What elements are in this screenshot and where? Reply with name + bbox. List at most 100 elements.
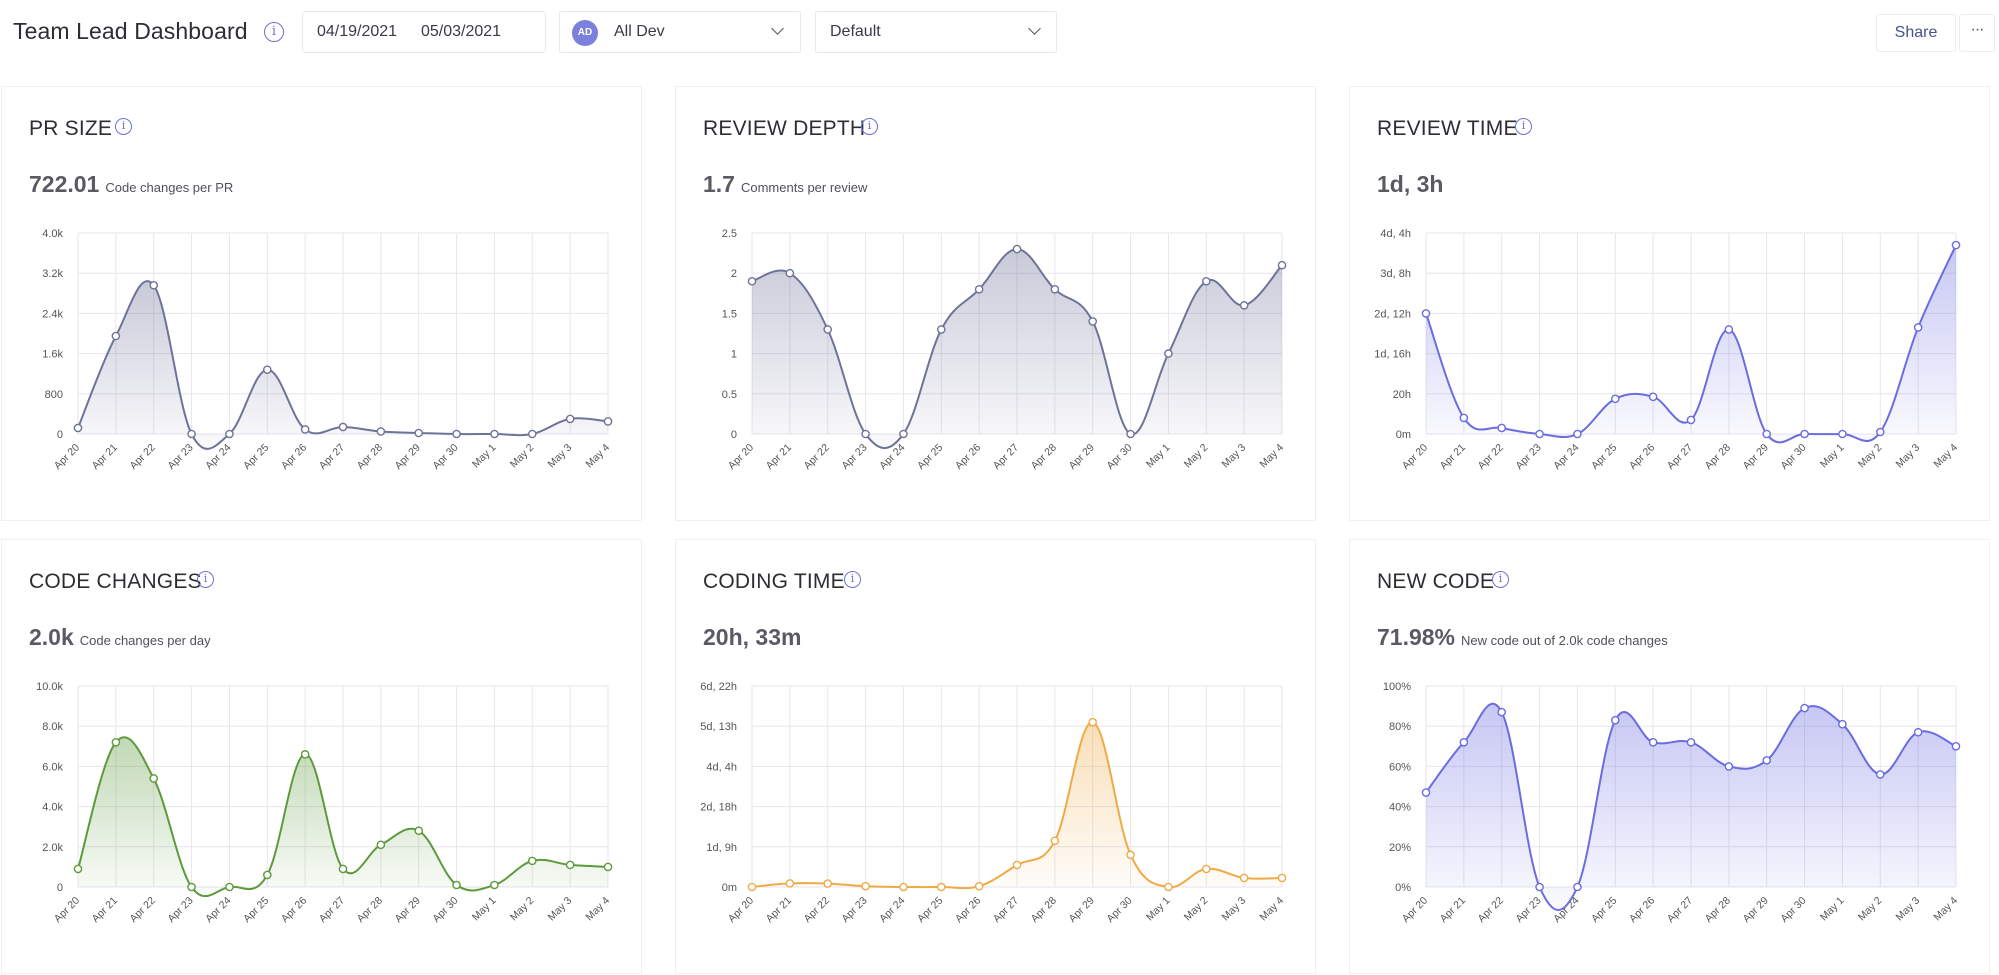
data-point — [1762, 429, 1772, 439]
view-select-value: Default — [830, 23, 881, 40]
data-point — [603, 862, 613, 872]
view-select[interactable]: Default — [815, 11, 1057, 53]
x-tick-label: Apr 22 — [801, 442, 831, 472]
metric-subtitle: Code changes per day — [79, 633, 211, 648]
review-depth-chart: 0 0.5 1 1.5 2 2.5 Apr 20 Apr 21 Apr 22 Apr 23 Apr … — [722, 228, 1287, 472]
metric-summary: 2.0k Code changes per day — [29, 624, 211, 651]
x-tick-label: May 1 — [470, 442, 499, 471]
data-point — [1421, 309, 1431, 318]
panel-title: PR SIZE — [29, 117, 113, 140]
data-point — [1686, 415, 1696, 425]
panel-coding-time: CODING TIME i 20h, 33m 0m 1d, 9h 2d, 18h 4d… — [675, 539, 1316, 974]
data-point — [1762, 756, 1772, 765]
y-tick-label: 6d, 22h — [700, 681, 737, 693]
y-tick-label: 2 — [731, 268, 737, 280]
data-point — [1686, 737, 1696, 747]
data-point — [376, 427, 386, 436]
info-icon[interactable]: i — [1515, 118, 1532, 135]
data-point — [187, 429, 196, 439]
data-point — [111, 737, 121, 747]
x-tick-label: May 2 — [508, 895, 537, 924]
data-point — [338, 422, 348, 432]
x-tick-label: Apr 28 — [1029, 895, 1059, 925]
end-date[interactable]: 05/03/2021 — [421, 23, 502, 40]
data-point — [73, 423, 83, 433]
metric-subtitle: Code changes per PR — [105, 180, 234, 195]
x-tick-label: Apr 21 — [764, 442, 794, 472]
data-point — [490, 880, 499, 890]
data-point — [1535, 429, 1544, 439]
data-point — [747, 276, 757, 286]
x-tick-label: Apr 30 — [1104, 442, 1134, 472]
metric-summary: 722.01 Code changes per PR — [29, 171, 233, 198]
x-tick-label: Apr 26 — [279, 442, 309, 472]
data-point — [73, 864, 83, 874]
data-point — [414, 826, 424, 836]
y-tick-label: 0m — [1396, 429, 1411, 441]
x-tick-label: May 3 — [1894, 895, 1923, 924]
data-point — [747, 882, 757, 892]
panel-code-changes: CODE CHANGES i 2.0k Code changes per day … — [1, 539, 642, 974]
panel-new-code: NEW CODE i 71.98% New code out of 2.0k co… — [1349, 539, 1990, 974]
team-select[interactable]: AD All Dev — [559, 11, 801, 53]
data-point — [1535, 882, 1544, 892]
x-tick-label: May 2 — [508, 442, 537, 471]
series-area — [78, 737, 608, 897]
data-point — [974, 284, 984, 294]
x-tick-label: May 4 — [583, 442, 612, 471]
y-tick-label: 10.0k — [36, 681, 63, 693]
share-button[interactable]: Share — [1876, 14, 1956, 52]
x-tick-label: Apr 29 — [392, 442, 422, 472]
x-tick-label: Apr 28 — [1703, 442, 1733, 472]
data-point — [1573, 429, 1582, 439]
y-tick-label: 20% — [1389, 842, 1411, 854]
data-point — [1875, 770, 1885, 779]
team-select-value: All Dev — [614, 23, 665, 40]
more-options-button[interactable]: ··· — [1959, 14, 1995, 52]
x-tick-label: Apr 20 — [52, 895, 82, 925]
data-point — [1012, 244, 1022, 254]
data-point — [1724, 325, 1734, 334]
info-icon[interactable]: i — [264, 22, 284, 42]
data-point — [1050, 836, 1060, 846]
data-point — [936, 882, 946, 892]
x-tick-label: Apr 28 — [1703, 895, 1733, 925]
x-tick-label: May 3 — [1894, 442, 1923, 471]
data-point — [1648, 392, 1658, 402]
start-date[interactable]: 04/19/2021 — [317, 23, 398, 40]
info-icon[interactable]: i — [115, 118, 132, 135]
info-icon[interactable]: i — [1492, 571, 1509, 588]
data-point — [1951, 741, 1961, 751]
y-tick-label: 0 — [731, 429, 737, 441]
info-icon[interactable]: i — [861, 118, 878, 135]
y-tick-label: 0% — [1395, 882, 1411, 894]
x-tick-label: May 1 — [1818, 895, 1847, 924]
data-point — [565, 414, 575, 424]
x-tick-label: Apr 23 — [839, 442, 869, 472]
data-point — [300, 425, 310, 434]
data-point — [1913, 727, 1923, 737]
x-tick-label: Apr 29 — [1740, 442, 1770, 472]
info-icon[interactable]: i — [197, 571, 214, 588]
x-tick-label: Apr 30 — [1778, 442, 1808, 472]
date-range-picker[interactable]: 04/19/2021 05/03/2021 — [302, 11, 546, 53]
data-point — [974, 881, 984, 891]
series-area — [1426, 703, 1956, 911]
data-point — [785, 879, 795, 888]
info-icon[interactable]: i — [844, 571, 861, 588]
data-point — [1875, 427, 1885, 437]
metric-value: 722.01 — [29, 171, 100, 197]
x-tick-label: Apr 21 — [90, 895, 120, 925]
data-point — [262, 870, 272, 880]
data-point — [1800, 429, 1809, 439]
data-point — [1421, 788, 1431, 797]
data-point — [1126, 429, 1135, 439]
data-point — [149, 774, 159, 783]
data-point — [1088, 317, 1098, 326]
x-tick-label: May 4 — [1257, 442, 1286, 471]
data-point — [565, 860, 575, 870]
x-tick-label: Apr 27 — [317, 895, 347, 925]
x-tick-label: May 3 — [1220, 895, 1249, 924]
code-changes-chart: 0 2.0k 4.0k 6.0k 8.0k 10.0k Apr 20 Apr 21 Apr 22… — [36, 681, 613, 925]
